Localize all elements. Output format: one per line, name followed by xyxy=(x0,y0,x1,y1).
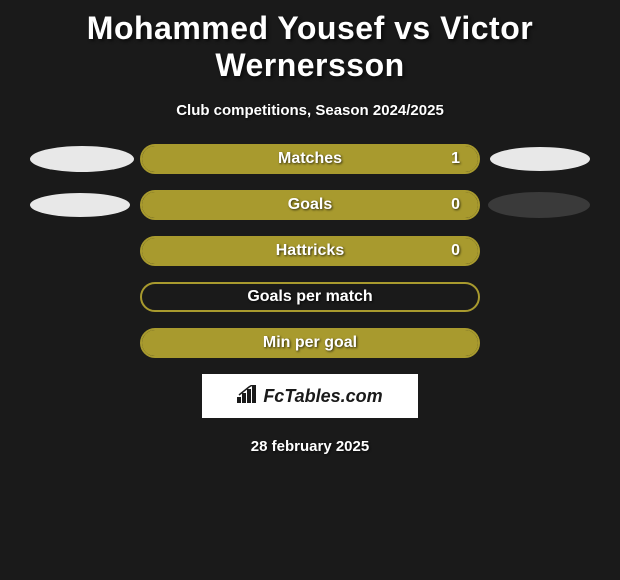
page-title: Mohammed Yousef vs Victor Wernersson xyxy=(0,10,620,84)
logo: FcTables.com xyxy=(237,385,382,408)
right-ellipse xyxy=(490,147,590,171)
date-text: 28 february 2025 xyxy=(0,438,620,455)
stat-value: 0 xyxy=(451,242,460,260)
stat-label: Min per goal xyxy=(263,334,357,352)
left-ellipse xyxy=(30,146,134,172)
stat-row: Hattricks 0 xyxy=(0,236,620,266)
stat-bar: Min per goal xyxy=(140,328,480,358)
stat-value: 0 xyxy=(451,196,460,214)
stat-bar: Goals 0 xyxy=(140,190,480,220)
logo-box: FcTables.com xyxy=(202,374,418,418)
chart-icon xyxy=(237,385,259,408)
logo-text: FcTables.com xyxy=(263,386,382,407)
right-ellipse xyxy=(488,192,590,218)
stat-label: Matches xyxy=(278,150,342,168)
stat-bar: Hattricks 0 xyxy=(140,236,480,266)
stat-row: Matches 1 xyxy=(0,144,620,174)
stat-label: Goals xyxy=(288,196,332,214)
left-ellipse xyxy=(30,193,130,217)
stat-value: 1 xyxy=(451,150,460,168)
stat-label: Hattricks xyxy=(276,242,344,260)
stat-row: Min per goal xyxy=(0,328,620,358)
stat-row: Goals 0 xyxy=(0,190,620,220)
stat-bar: Goals per match xyxy=(140,282,480,312)
stats-area: Matches 1 Goals 0 Hattricks 0 Goals per match M… xyxy=(0,144,620,358)
subtitle: Club competitions, Season 2024/2025 xyxy=(0,102,620,119)
stat-label: Goals per match xyxy=(247,288,372,306)
stat-bar: Matches 1 xyxy=(140,144,480,174)
stat-row: Goals per match xyxy=(0,282,620,312)
comparison-infographic: Mohammed Yousef vs Victor Wernersson Clu… xyxy=(0,0,620,455)
